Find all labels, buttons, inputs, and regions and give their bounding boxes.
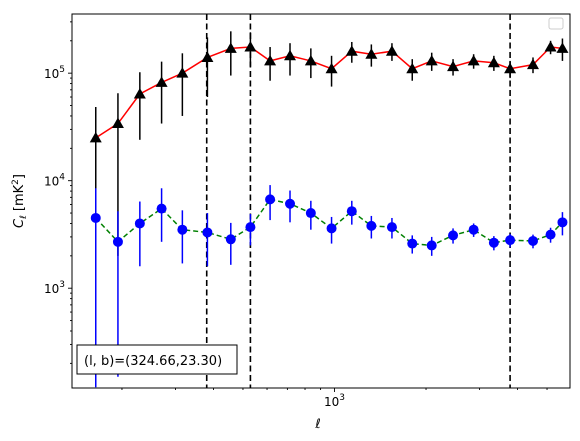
series-1-point — [264, 54, 277, 66]
y-tick-label-base: 10 — [44, 67, 59, 81]
series-1-point — [365, 48, 378, 59]
series-2-point — [346, 206, 357, 217]
series-1-point — [89, 131, 102, 143]
y-axis-label-main: C — [12, 218, 27, 228]
plot-area — [89, 14, 569, 388]
series-1-point — [224, 42, 237, 53]
series-2-point — [527, 235, 538, 246]
y-tick-label: 103 — [44, 280, 65, 296]
series-2-point — [112, 236, 123, 247]
x-axis-label: ℓ — [314, 417, 320, 432]
series-2-point — [505, 235, 516, 246]
series-1-point — [133, 88, 146, 99]
series-1-point — [544, 41, 557, 52]
series-2-point — [407, 238, 418, 249]
series-2-point — [177, 224, 188, 235]
y-axis-label-unit: [mK — [12, 184, 27, 211]
series-1-point — [176, 67, 189, 78]
series-1-point — [325, 62, 338, 74]
series-1-point — [467, 54, 480, 66]
y-tick-label-exp: 3 — [59, 280, 65, 290]
annotation-text: (l, b)=(324.66,23.30) — [84, 354, 222, 369]
legend-box — [548, 17, 564, 30]
series-1-point — [504, 62, 517, 74]
annotation-frame — [76, 344, 238, 375]
series-2-point — [90, 212, 101, 223]
series-1-point — [526, 58, 539, 70]
series-2-point — [468, 224, 479, 235]
series-2-point — [386, 222, 397, 233]
y-axis-label: Cℓ [mK2] — [11, 174, 29, 228]
series-1-point — [201, 51, 214, 62]
series-1-point — [425, 54, 438, 66]
series-2-point — [366, 220, 377, 231]
series-2-point — [448, 230, 459, 241]
y-tick-label-exp: 5 — [59, 65, 65, 75]
series-2-point — [545, 229, 556, 240]
series-2-point — [265, 194, 276, 205]
series-2-point — [134, 218, 145, 229]
series-1-point — [556, 42, 569, 53]
annotation-box: (l, b)=(324.66,23.30) — [76, 344, 238, 375]
x-tick-label: 103 — [324, 393, 345, 409]
series-1-point — [406, 62, 419, 74]
series-2-point — [305, 208, 316, 219]
series-2-point — [488, 237, 499, 248]
series-1-point — [345, 45, 358, 56]
series-1-point — [385, 45, 398, 56]
y-tick-label-exp: 4 — [59, 173, 65, 183]
x-tick-label-exp: 3 — [339, 393, 345, 403]
y-axis-label-unit-sup: 2 — [11, 179, 21, 185]
series-2-point — [156, 203, 167, 214]
series-2-point — [285, 198, 296, 209]
y-tick-label: 104 — [44, 173, 65, 189]
series-2-point — [225, 234, 236, 245]
series-1-point — [155, 76, 168, 87]
series-2-point — [426, 240, 437, 251]
series-1-point — [487, 56, 500, 68]
series-2-point — [202, 227, 213, 238]
series-1-point — [111, 117, 124, 129]
series-2-point — [326, 223, 337, 234]
series-1-point — [304, 54, 317, 66]
series-2-point — [557, 217, 568, 228]
series-1-point — [284, 49, 297, 61]
y-axis-label-sub: ℓ — [19, 215, 29, 220]
series-1-point — [244, 41, 257, 52]
y-tick-label-base: 10 — [44, 175, 59, 189]
x-tick-label-base: 10 — [324, 395, 339, 409]
y-tick-label-base: 10 — [44, 282, 59, 296]
series-2-point — [245, 222, 256, 233]
y-tick-label: 105 — [44, 65, 65, 81]
y-axis-label-unit-end: ] — [12, 174, 27, 179]
series-1-point — [447, 60, 460, 72]
